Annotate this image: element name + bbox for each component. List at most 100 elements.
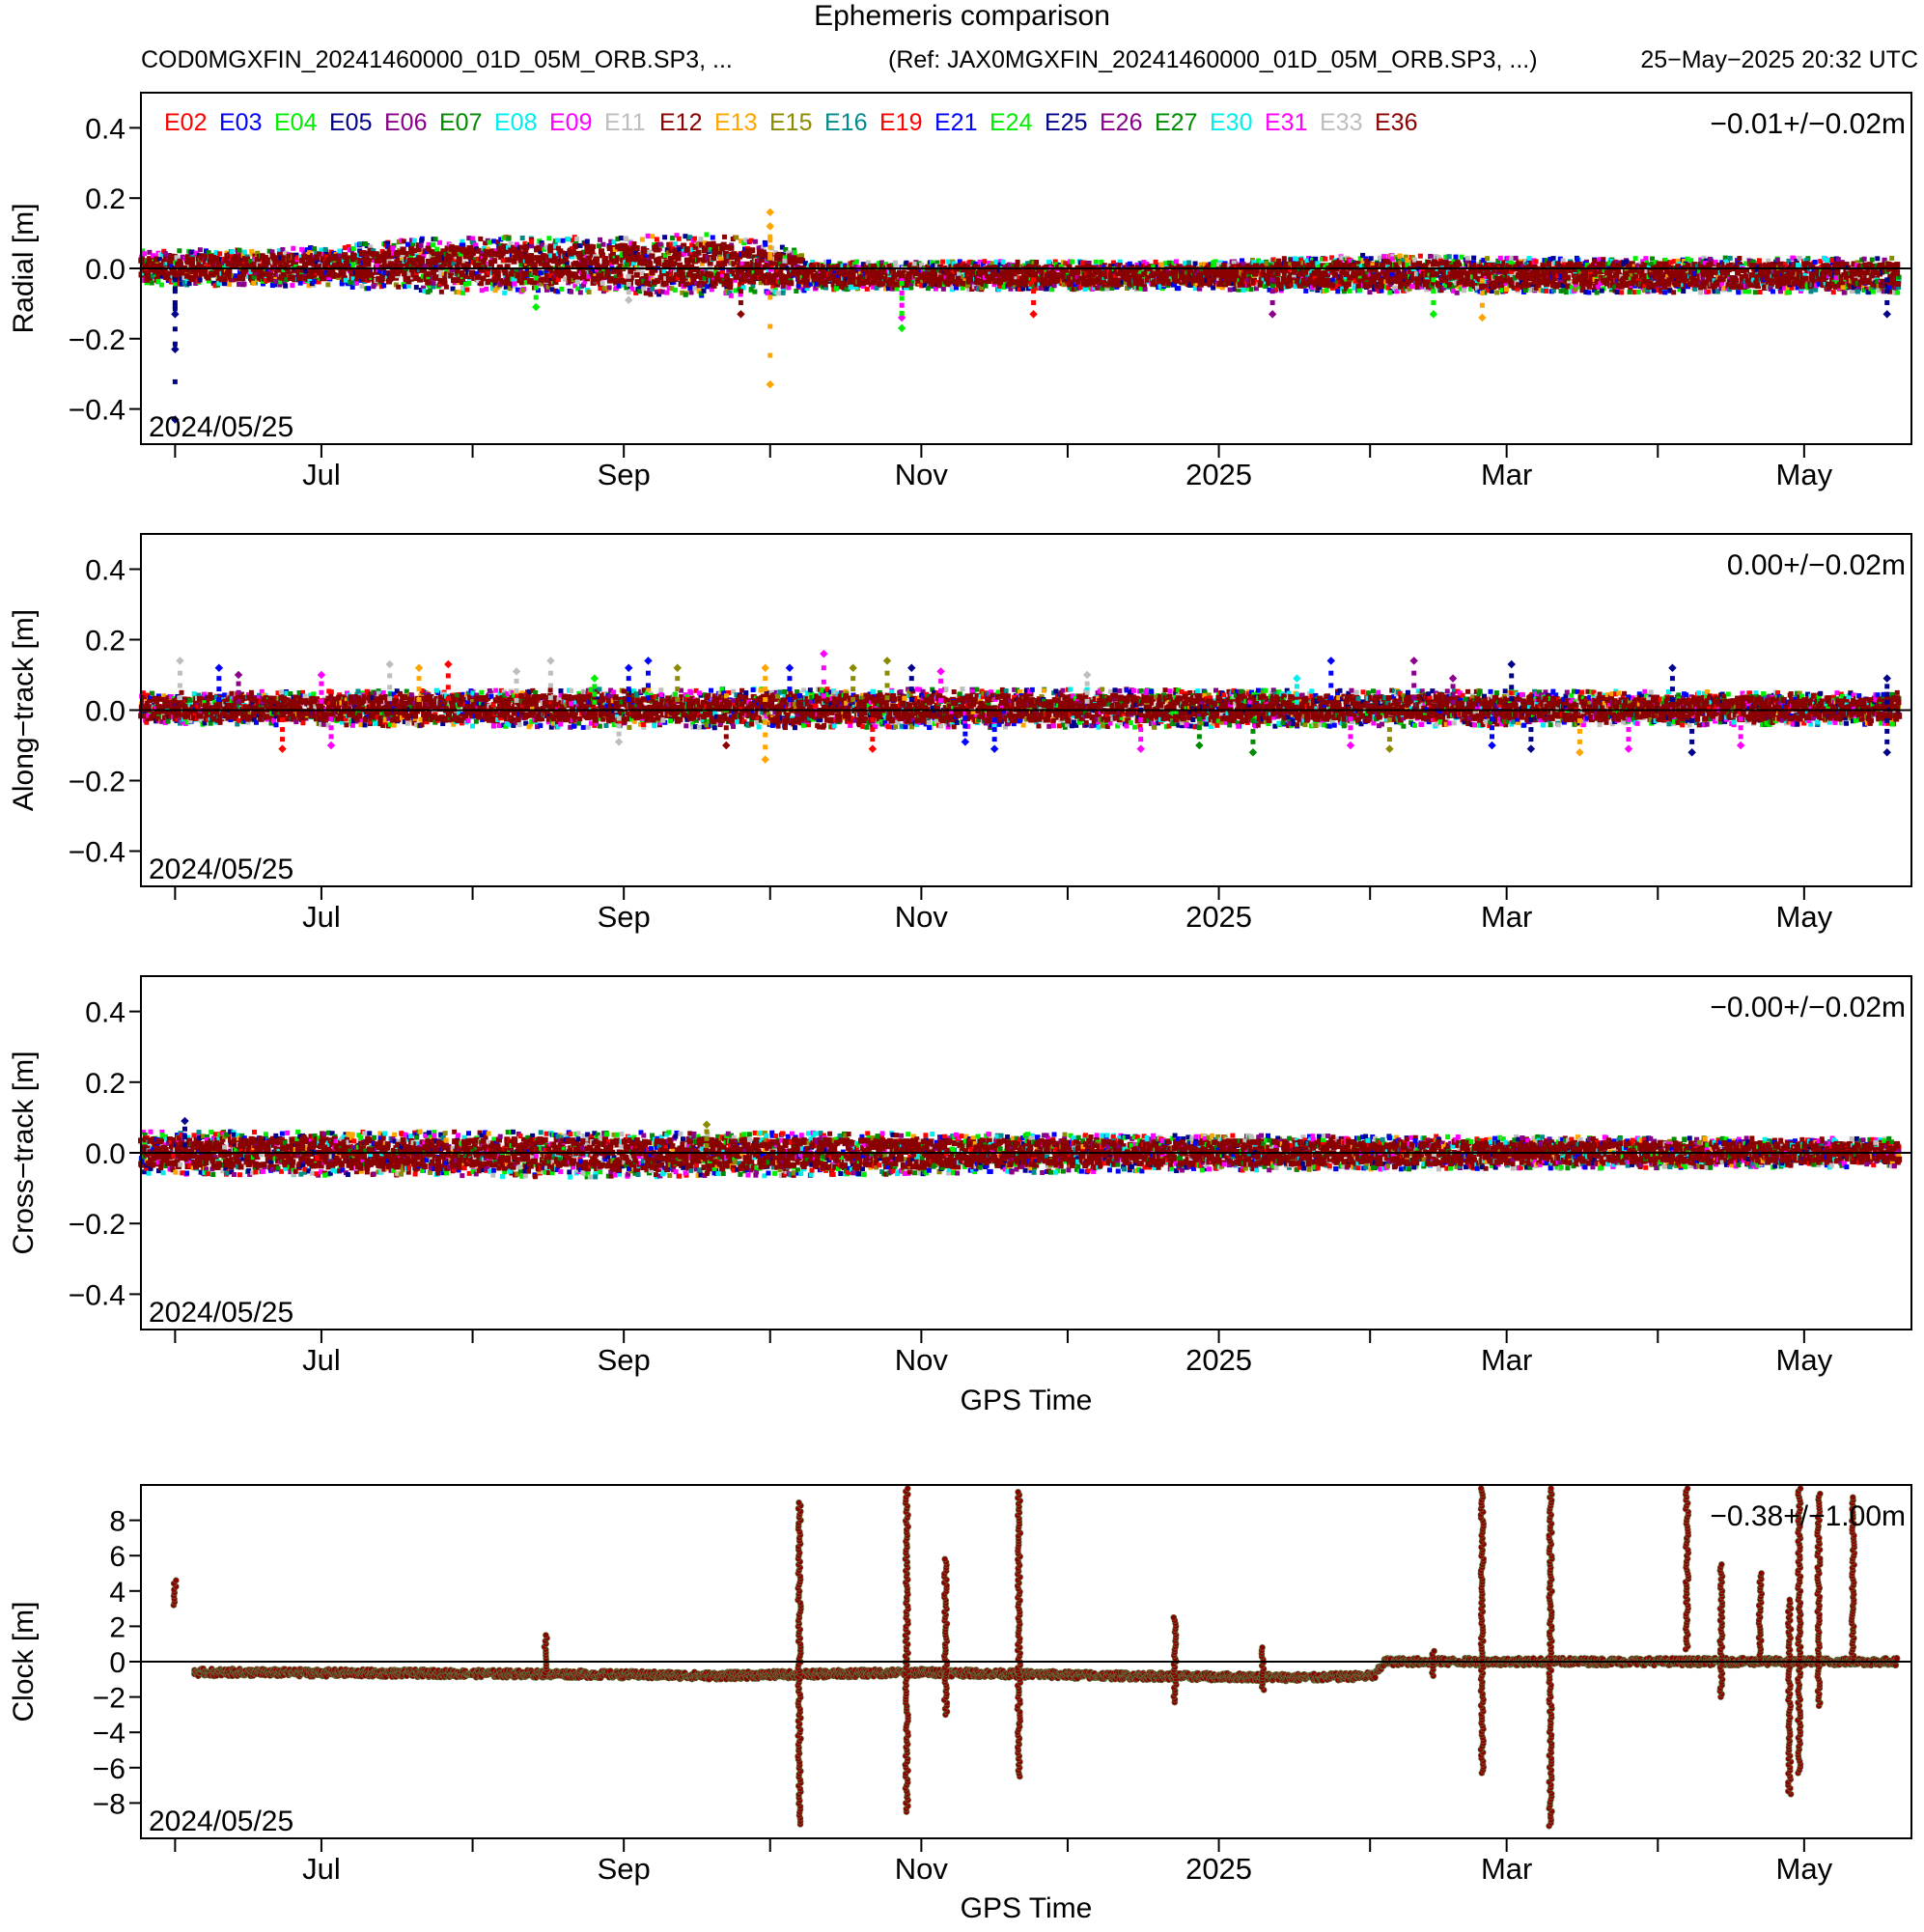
data-point — [673, 288, 678, 293]
data-point — [664, 291, 669, 295]
data-point — [728, 245, 734, 251]
data-point — [419, 243, 424, 248]
data-point — [600, 281, 605, 286]
data-point — [546, 236, 551, 240]
data-point — [677, 237, 682, 241]
data-point — [575, 280, 580, 285]
data-point — [941, 287, 946, 292]
data-point — [940, 260, 945, 265]
data-point — [655, 237, 659, 241]
data-point — [617, 271, 623, 277]
data-point — [444, 285, 449, 290]
data-point — [1174, 259, 1179, 264]
data-point — [412, 238, 417, 243]
data-point — [198, 247, 203, 252]
data-point — [371, 284, 376, 289]
data-point — [344, 278, 349, 283]
data-point — [726, 282, 732, 288]
data-point — [337, 248, 342, 253]
data-point — [1387, 290, 1392, 294]
data-point — [699, 237, 704, 241]
data-point — [369, 272, 375, 278]
data-point — [1367, 290, 1372, 294]
data-point — [189, 257, 195, 263]
data-point — [541, 253, 546, 259]
data-point — [1034, 260, 1039, 265]
data-point — [1001, 260, 1006, 265]
data-point — [366, 286, 371, 291]
data-point — [625, 262, 629, 266]
data-point — [571, 249, 576, 255]
data-point — [1335, 289, 1340, 294]
data-point — [1324, 288, 1329, 293]
data-point — [788, 280, 794, 286]
data-point — [396, 285, 401, 290]
data-point — [1154, 260, 1158, 265]
data-point — [782, 259, 787, 264]
data-point — [1465, 256, 1470, 261]
data-point — [569, 290, 573, 294]
data-point — [317, 252, 321, 257]
data-point — [684, 246, 690, 252]
data-point — [641, 286, 646, 291]
data-point — [559, 287, 564, 292]
data-point — [1348, 289, 1352, 294]
data-point — [704, 232, 709, 237]
data-point — [484, 287, 488, 292]
data-point — [607, 285, 612, 290]
data-point — [1052, 283, 1057, 288]
data-point — [1186, 261, 1191, 266]
data-point — [1264, 261, 1269, 266]
data-point — [670, 236, 675, 240]
data-point — [348, 280, 352, 285]
data-point — [1381, 254, 1386, 259]
data-point — [363, 241, 368, 246]
data-point — [529, 243, 534, 248]
data-point — [600, 242, 605, 247]
data-point — [1454, 255, 1459, 260]
data-point — [237, 282, 241, 287]
data-point — [1248, 287, 1253, 292]
data-point — [650, 287, 655, 292]
data-point — [749, 247, 755, 253]
data-point — [283, 284, 288, 289]
data-point — [619, 236, 624, 240]
data-point — [506, 236, 511, 240]
data-point — [159, 283, 164, 288]
data-point — [617, 284, 622, 289]
data-point — [237, 248, 242, 253]
data-point — [711, 235, 715, 239]
data-point — [777, 269, 783, 275]
data-point — [539, 270, 544, 275]
data-point — [775, 291, 780, 295]
data-point — [1303, 289, 1308, 294]
data-point — [572, 243, 578, 249]
data-point — [692, 286, 697, 291]
data-point — [1462, 288, 1466, 293]
data-point — [252, 275, 257, 280]
data-point — [1471, 256, 1476, 261]
data-point — [634, 245, 640, 251]
data-point — [1313, 257, 1318, 262]
data-point — [734, 236, 739, 240]
data-point — [529, 239, 534, 244]
data-point — [658, 242, 663, 247]
data-point — [478, 237, 483, 241]
data-point — [982, 259, 987, 264]
data-point — [325, 282, 330, 287]
data-point — [1143, 287, 1148, 292]
data-point — [1410, 262, 1416, 267]
data-point — [763, 242, 767, 247]
data-point — [1346, 281, 1352, 287]
data-point — [464, 288, 469, 293]
data-point — [434, 247, 439, 252]
data-point — [670, 262, 676, 267]
data-point — [177, 248, 181, 253]
data-point — [984, 284, 989, 289]
data-point — [358, 241, 363, 246]
data-point — [291, 246, 295, 251]
data-point — [646, 260, 652, 266]
data-point — [1046, 260, 1051, 265]
data-point — [381, 283, 386, 288]
